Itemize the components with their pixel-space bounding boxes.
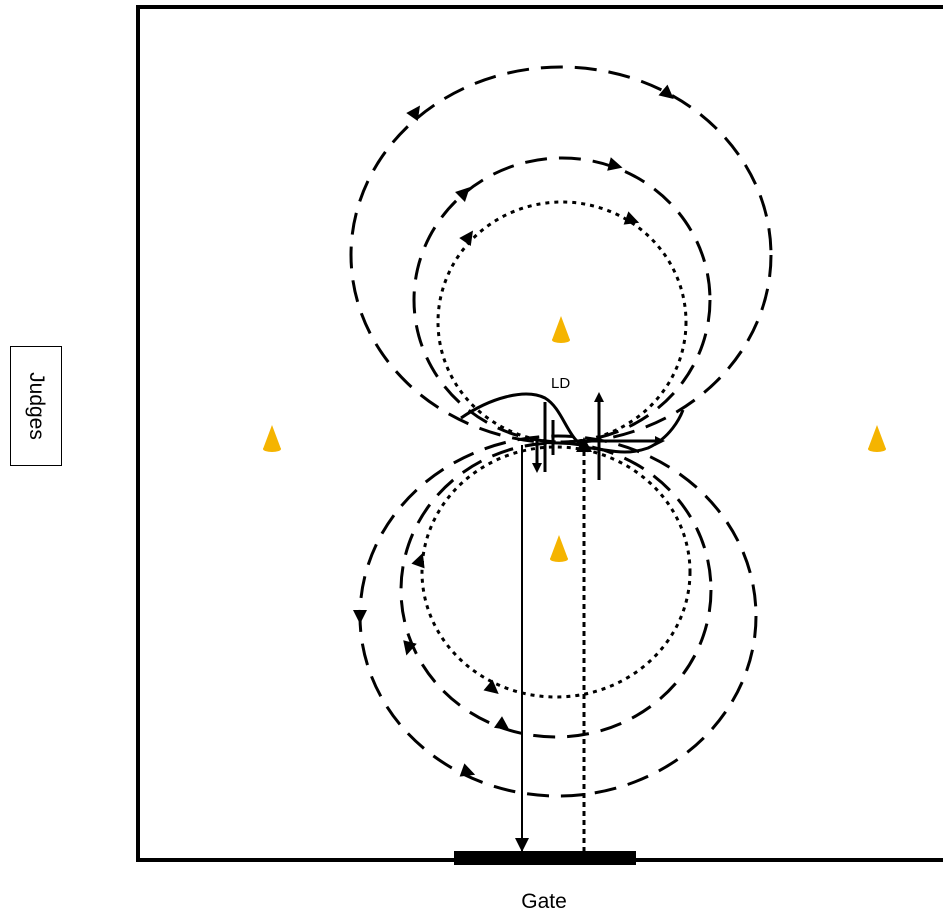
lead-change-label: LD <box>551 375 571 392</box>
cone-icon <box>263 425 281 449</box>
arrowhead-icon <box>353 610 367 624</box>
cone-icon <box>552 316 570 340</box>
cone-icon <box>550 535 568 559</box>
arrowhead-icon <box>411 552 425 569</box>
transition-marks <box>532 392 665 480</box>
upper-medium-circle <box>412 156 712 444</box>
upper-direction-arrowheads <box>406 84 674 247</box>
arrowhead-icon <box>406 105 421 122</box>
arrowhead-icon <box>493 716 510 731</box>
arrowhead-icon <box>483 679 499 694</box>
arrowhead-icon <box>459 763 476 777</box>
arena-outline <box>136 5 943 862</box>
judges-box: Judges <box>10 346 62 466</box>
lower-small-circle <box>420 445 692 699</box>
lower-direction-arrowheads <box>353 552 510 777</box>
cone-icon <box>868 425 886 449</box>
lower-large-circle <box>358 434 758 798</box>
cone-right <box>868 425 886 452</box>
arrowhead-icon <box>403 640 417 656</box>
arrowhead-icon <box>515 838 529 852</box>
gate-label: Gate <box>521 890 567 913</box>
arrowhead-icon <box>459 230 474 247</box>
arrowhead-icon <box>658 84 674 99</box>
cone-top <box>552 316 570 343</box>
cone-left <box>263 425 281 452</box>
arrowhead-icon <box>623 211 640 225</box>
arrowhead-icon <box>607 157 623 171</box>
cone-bottom <box>550 535 568 562</box>
arrowhead-icon <box>455 187 470 202</box>
lower-medium-circle <box>399 441 713 739</box>
judges-label: Judges <box>25 372 48 440</box>
gate-bar <box>454 851 636 865</box>
